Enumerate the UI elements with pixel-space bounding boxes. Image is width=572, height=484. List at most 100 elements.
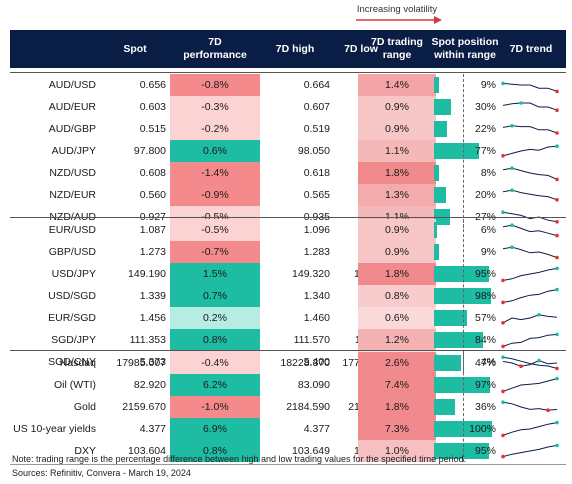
high-value: 18228.370 bbox=[280, 357, 330, 369]
position-bar bbox=[434, 399, 455, 415]
range-value: 7.4% bbox=[358, 374, 436, 396]
range-value: 1.0% bbox=[358, 440, 436, 462]
instrument-name: AUD/EUR bbox=[48, 101, 96, 113]
performance-value: 0.8% bbox=[170, 440, 260, 462]
instrument-name: SGD/CNY bbox=[48, 356, 96, 368]
high-value: 1.340 bbox=[303, 290, 330, 302]
high-value: 1.460 bbox=[303, 312, 330, 324]
position-percent: 95% bbox=[474, 445, 496, 457]
trend-line bbox=[502, 333, 558, 347]
spot-value: 17985.007 bbox=[116, 357, 166, 369]
table-row: Nasdaq17985.007-0.4%18228.37017764.9882.… bbox=[10, 352, 566, 374]
footnote: Note: trading range is the percentage di… bbox=[12, 454, 467, 464]
position-percent: 8% bbox=[480, 167, 496, 179]
trend-line bbox=[502, 246, 558, 259]
trend-high-point bbox=[537, 358, 541, 363]
instrument-name: DXY bbox=[74, 445, 96, 457]
performance-value: 0.6% bbox=[170, 140, 260, 162]
trend-high-point bbox=[510, 223, 514, 227]
spot-position: 95% bbox=[430, 440, 496, 462]
spot-position: 36% bbox=[430, 396, 496, 418]
trend-sparkline bbox=[500, 396, 562, 418]
position-bar bbox=[434, 443, 490, 459]
trend-sparkline bbox=[500, 351, 562, 373]
range-value: 0.8% bbox=[358, 285, 436, 307]
trend-low-point bbox=[501, 321, 505, 325]
performance-value: -0.9% bbox=[170, 184, 260, 206]
spot-value: 149.190 bbox=[128, 268, 166, 280]
spot-position: 84% bbox=[430, 329, 496, 351]
spot-value: 0.560 bbox=[139, 189, 166, 201]
instrument-name: AUD/USD bbox=[48, 79, 96, 91]
high-value: 83.090 bbox=[297, 379, 330, 391]
performance-value: -0.5% bbox=[170, 219, 260, 241]
trend-sparkline bbox=[500, 118, 562, 140]
trend-line bbox=[502, 378, 558, 392]
trend-sparkline bbox=[500, 440, 562, 462]
trend-low-point bbox=[501, 389, 505, 394]
position-bar bbox=[434, 222, 438, 238]
trend-low-point bbox=[501, 154, 505, 158]
position-percent: 22% bbox=[474, 123, 496, 135]
trend-high-point bbox=[555, 376, 559, 381]
high-value: 0.607 bbox=[303, 101, 330, 113]
trend-line bbox=[502, 211, 558, 223]
spot-position: 47% bbox=[430, 352, 496, 374]
range-value: 0.9% bbox=[358, 241, 436, 263]
position-bar bbox=[434, 332, 483, 348]
high-value: 5.400 bbox=[303, 356, 330, 368]
high-value: 111.570 bbox=[293, 334, 330, 346]
spot-value: 1.087 bbox=[139, 224, 166, 236]
spot-value: 103.604 bbox=[128, 445, 166, 457]
trend-sparkline bbox=[500, 307, 562, 329]
trend-sparkline bbox=[500, 352, 562, 374]
group-divider bbox=[10, 217, 566, 218]
range-value: 0.6% bbox=[358, 307, 436, 329]
instrument-name: USD/JPY bbox=[51, 268, 96, 280]
trend-low-point bbox=[501, 300, 505, 305]
spot-value: 111.353 bbox=[129, 334, 166, 346]
spot-position: 57% bbox=[430, 307, 496, 329]
range-midline bbox=[463, 352, 464, 462]
trend-sparkline bbox=[500, 285, 562, 307]
group-divider bbox=[10, 72, 566, 73]
range-value: 0.9% bbox=[358, 219, 436, 241]
trend-low-point bbox=[555, 233, 559, 238]
volatility-legend: Increasing volatility bbox=[352, 4, 442, 24]
range-value: 1.8% bbox=[358, 396, 436, 418]
performance-value: -0.4% bbox=[170, 352, 260, 374]
position-percent: 20% bbox=[474, 189, 496, 201]
position-percent: 30% bbox=[474, 101, 496, 113]
position-percent: 84% bbox=[474, 334, 496, 346]
instrument-name: USD/SGD bbox=[48, 290, 96, 302]
instrument-name: NZD/USD bbox=[49, 167, 96, 179]
position-percent: 98% bbox=[474, 290, 496, 302]
spot-value: 1.273 bbox=[139, 246, 166, 258]
performance-value: 0.7% bbox=[170, 285, 260, 307]
spot-value: 82.920 bbox=[133, 379, 166, 391]
trend-line bbox=[502, 267, 558, 281]
position-bar bbox=[434, 99, 452, 115]
trend-low-point bbox=[555, 198, 559, 202]
spot-position: 97% bbox=[430, 374, 496, 396]
range-value: 0.9% bbox=[358, 96, 436, 118]
trend-line bbox=[502, 224, 558, 237]
position-percent: 100% bbox=[469, 423, 496, 435]
spot-position: 8% bbox=[430, 162, 496, 184]
position-bar bbox=[434, 310, 468, 326]
trend-line bbox=[502, 314, 558, 324]
performance-value: 0.2% bbox=[170, 307, 260, 329]
position-percent: 9% bbox=[480, 246, 496, 258]
position-percent: 95% bbox=[474, 268, 496, 280]
performance-value: 0.8% bbox=[170, 329, 260, 351]
position-percent: 4% bbox=[480, 356, 496, 368]
range-value: 1.8% bbox=[358, 162, 436, 184]
